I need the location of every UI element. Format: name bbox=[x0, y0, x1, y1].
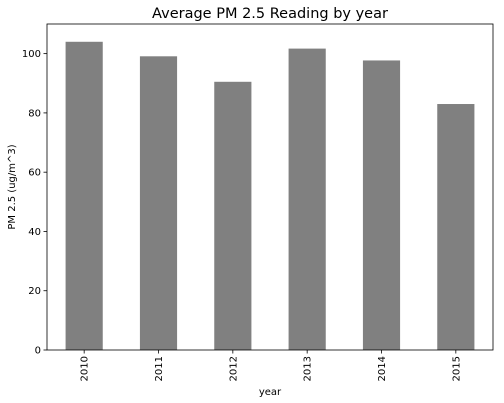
x-axis-ticks: 2010 2011 2012 2013 2014 2015 bbox=[80, 350, 462, 381]
bar-2015 bbox=[437, 104, 475, 351]
x-tick-label-2014: 2014 bbox=[377, 356, 388, 381]
y-axis-ticks: 0 20 40 60 80 100 bbox=[22, 49, 47, 357]
bar-2013 bbox=[288, 48, 326, 350]
plot-frame bbox=[46, 23, 494, 351]
y-tick-label: 80 bbox=[28, 108, 41, 119]
x-tick-label-2010: 2010 bbox=[80, 356, 91, 381]
x-tick-label-2015: 2015 bbox=[451, 356, 462, 381]
bar-2014 bbox=[362, 60, 401, 350]
x-tick-label-2011: 2011 bbox=[154, 356, 165, 381]
x-tick-label-2013: 2013 bbox=[303, 356, 314, 381]
y-tick-label: 0 bbox=[35, 346, 41, 357]
y-tick-label: 20 bbox=[28, 286, 41, 297]
y-tick-label: 100 bbox=[22, 49, 41, 60]
x-axis-label: year bbox=[259, 387, 282, 398]
bar-2011 bbox=[139, 56, 178, 351]
bar-2012 bbox=[214, 81, 252, 350]
chart-title: Average PM 2.5 Reading by year bbox=[152, 6, 388, 22]
x-tick-label-2012: 2012 bbox=[228, 356, 239, 381]
y-axis-label: PM 2.5 (ug/m^3) bbox=[7, 144, 18, 229]
bar-2010 bbox=[65, 41, 103, 350]
plot-area bbox=[47, 24, 493, 350]
bars-group bbox=[65, 41, 475, 351]
y-tick-label: 60 bbox=[28, 168, 41, 179]
y-tick-label: 40 bbox=[28, 227, 41, 238]
